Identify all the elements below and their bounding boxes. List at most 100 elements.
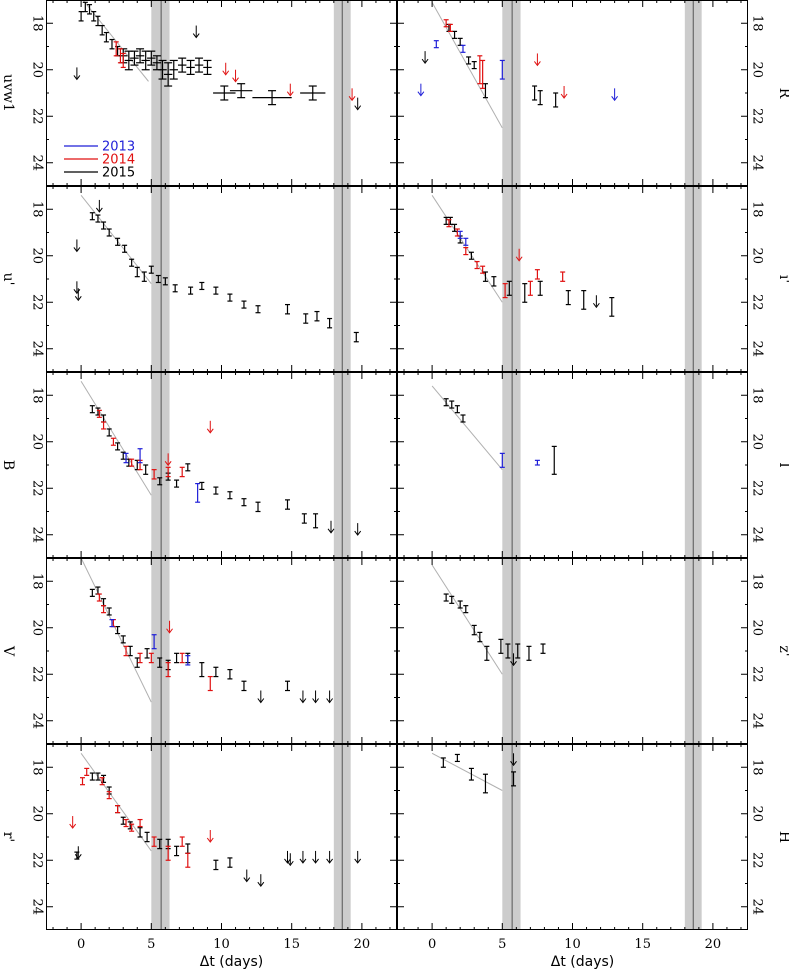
upper-limit-arrow (206, 830, 214, 843)
data-point (172, 284, 178, 293)
x-tick-label: 0 (77, 937, 85, 952)
data-point (241, 680, 247, 692)
data-point (468, 767, 474, 781)
data-point (522, 283, 528, 303)
data-point (109, 619, 115, 628)
upper-limit-arrow (354, 97, 362, 111)
panel-plot-area (73, 186, 359, 372)
upper-limit-arrow (286, 853, 294, 867)
upper-limit-arrow (257, 874, 265, 888)
data-point (241, 498, 247, 507)
decline-trend-line (80, 753, 152, 852)
y-tick-label: 18 (750, 759, 765, 776)
data-point (84, 767, 90, 776)
y-tick-label: 20 (30, 433, 45, 450)
data-point (480, 59, 486, 89)
data-point (511, 771, 517, 787)
upper-limit-arrow (257, 690, 265, 704)
panel-5: 18 20 22 24 I (397, 372, 789, 558)
upper-limit-arrow (354, 850, 362, 864)
y-tick-label: 24 (750, 340, 765, 357)
data-point (143, 464, 149, 475)
data-point (163, 62, 173, 87)
upper-limit-arrow (312, 850, 319, 864)
data-point (303, 313, 309, 324)
x-tick-label: 10 (564, 937, 581, 952)
data-point (454, 405, 460, 414)
band-label: I (776, 462, 789, 468)
upper-limit-arrow (515, 248, 523, 262)
upper-limit-arrow (326, 850, 334, 864)
data-point (449, 400, 455, 409)
y-tick-label: 24 (30, 712, 45, 729)
data-point (106, 791, 112, 800)
data-point (252, 90, 292, 106)
data-point (157, 838, 163, 850)
upper-limit-arrow (348, 88, 356, 102)
decline-trend-line (80, 558, 152, 703)
shaded-band (151, 372, 170, 558)
data-point (103, 31, 109, 43)
data-point (534, 459, 540, 466)
data-point (457, 230, 463, 239)
shaded-band (151, 744, 170, 930)
y-tick-label: 18 (30, 387, 45, 404)
data-point (195, 483, 201, 503)
data-point (137, 818, 143, 828)
x-tick-label: 20 (354, 937, 371, 952)
y-tick-label: 24 (30, 154, 45, 171)
y-tick-label: 18 (750, 15, 765, 32)
decline-trend-line (82, 0, 149, 82)
y-tick-label: 22 (30, 852, 45, 869)
data-point (301, 513, 307, 524)
data-point (284, 680, 290, 692)
data-point (452, 223, 458, 232)
data-point (482, 271, 488, 282)
data-point (229, 83, 253, 99)
data-point (165, 662, 171, 678)
data-point (135, 48, 145, 64)
band-label: i' (776, 275, 789, 283)
data-point (482, 83, 488, 99)
data-point (123, 452, 129, 464)
data-point (199, 481, 205, 491)
data-point (115, 805, 121, 814)
y-tick-label: 18 (750, 573, 765, 590)
upper-limit-arrow (299, 690, 307, 704)
data-point (314, 310, 320, 322)
y-tick-label: 20 (750, 247, 765, 264)
upper-limit-arrow (510, 653, 517, 667)
data-point (460, 44, 466, 53)
data-point (106, 228, 112, 237)
data-point (129, 823, 135, 832)
data-point (460, 414, 466, 423)
data-point (155, 274, 161, 284)
data-point (96, 409, 102, 418)
data-point (255, 305, 261, 314)
data-point (95, 772, 101, 781)
shaded-band (151, 0, 170, 186)
data-point (581, 290, 587, 310)
y-tick-label: 24 (30, 898, 45, 915)
data-point (137, 448, 143, 464)
data-point (491, 276, 497, 287)
panel-9: 18 20 22 24 H 0 5 10 15 20 Δt (days) (397, 744, 789, 969)
data-point (452, 30, 458, 39)
data-point (284, 499, 290, 510)
band-label: H (776, 831, 789, 843)
data-point (80, 777, 86, 786)
data-point (101, 605, 107, 614)
data-point (477, 631, 483, 643)
upper-limit-arrow (592, 295, 600, 309)
x-tick-label: 15 (634, 937, 651, 952)
upper-limit-arrow (222, 62, 230, 76)
data-point (101, 421, 107, 430)
legend-label: 2015 (102, 166, 135, 181)
data-point (147, 50, 156, 66)
y-tick-label: 22 (30, 480, 45, 497)
data-point (463, 605, 469, 614)
upper-limit-arrow (192, 25, 200, 39)
decline-trend-line (80, 194, 152, 284)
